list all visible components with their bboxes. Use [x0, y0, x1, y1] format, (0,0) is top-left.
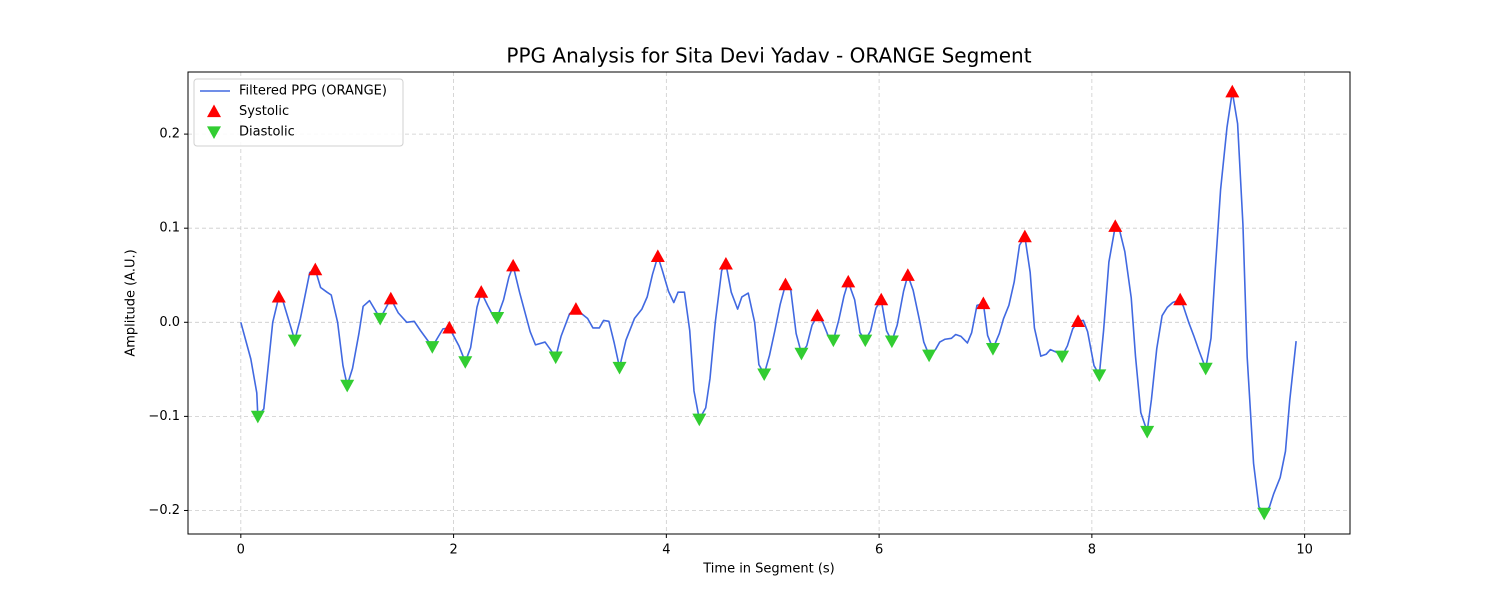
systolic-marker — [442, 320, 457, 334]
systolic-marker — [1173, 292, 1188, 306]
diastolic-marker — [250, 410, 265, 424]
x-axis-label: Time in Segment (s) — [702, 562, 834, 577]
y-tick-label: 0.1 — [159, 221, 180, 236]
systolic-marker — [841, 274, 856, 288]
legend: Filtered PPG (ORANGE) Systolic Diastolic — [193, 78, 404, 147]
diastolic-marker — [757, 368, 772, 382]
legend-swatch — [207, 126, 221, 139]
diastolic-marker — [490, 311, 505, 325]
diastolic-marker — [985, 343, 1000, 356]
diastolic-marker — [458, 356, 473, 369]
x-tick-label: 4 — [662, 543, 670, 558]
systolic-marker — [1108, 219, 1123, 232]
diastolic-marker — [287, 334, 302, 348]
systolic-marker — [718, 256, 733, 270]
legend-label: Diastolic — [239, 125, 295, 140]
systolic-marker — [1225, 84, 1240, 98]
diastolic-marker — [425, 341, 440, 354]
systolic-marker — [506, 258, 521, 272]
systolic-marker — [568, 302, 583, 315]
grid-layer: 0 2 4 6 8 10 −0.2 −0.1 0.0 0.1 0.2 — [148, 72, 1350, 558]
legend-box — [193, 78, 404, 147]
diastolic-marker — [340, 379, 355, 393]
systolic-marker — [650, 249, 665, 263]
systolic-marker — [976, 296, 991, 310]
ppg-line — [240, 90, 1297, 515]
diastolic-marker — [1198, 362, 1213, 376]
x-tick-label: 6 — [875, 543, 883, 558]
diastolic-marker — [826, 334, 841, 348]
diastolic-marker — [1092, 369, 1107, 382]
diastolic-marker — [548, 351, 563, 365]
diastolic-marker — [692, 413, 707, 427]
diastolic-marker — [1257, 507, 1272, 521]
diastolic-marker — [1140, 425, 1155, 439]
diastolic-marker — [922, 349, 937, 363]
systolic-marker — [810, 308, 825, 322]
diastolic-marker — [858, 334, 873, 348]
y-tick-label: 0.2 — [159, 127, 180, 142]
diastolic-marker — [884, 335, 899, 349]
systolic-marker — [874, 292, 889, 306]
legend-label: Systolic — [239, 104, 289, 119]
systolic-marker — [1017, 229, 1032, 243]
systolic-marker — [271, 289, 286, 303]
systolic-marker — [778, 277, 793, 291]
x-tick-label: 0 — [237, 543, 245, 558]
x-tick-label: 10 — [1296, 543, 1313, 558]
systolic-marker — [1071, 314, 1086, 327]
y-tick-label: 0.0 — [159, 315, 180, 330]
diastolic-marker — [1055, 350, 1070, 364]
legend-label: Filtered PPG (ORANGE) — [239, 84, 387, 99]
y-tick-label: −0.2 — [148, 503, 180, 518]
systolic-marker — [474, 285, 489, 298]
chart-title: PPG Analysis for Sita Devi Yadav - ORANG… — [506, 44, 1031, 68]
x-tick-label: 8 — [1088, 543, 1096, 558]
systolic-marker — [383, 291, 398, 305]
legend-swatch — [207, 104, 221, 118]
systolic-marker — [308, 262, 323, 276]
systolic-marker — [900, 268, 915, 281]
x-tick-label: 2 — [449, 543, 457, 558]
plot-frame — [187, 71, 1351, 535]
diastolic-marker — [612, 361, 627, 375]
y-axis-label: Amplitude (A.U.) — [124, 249, 139, 356]
plot-layer — [240, 84, 1297, 521]
y-tick-label: −0.1 — [148, 409, 180, 424]
diastolic-marker — [373, 312, 388, 326]
diastolic-marker — [794, 347, 809, 361]
